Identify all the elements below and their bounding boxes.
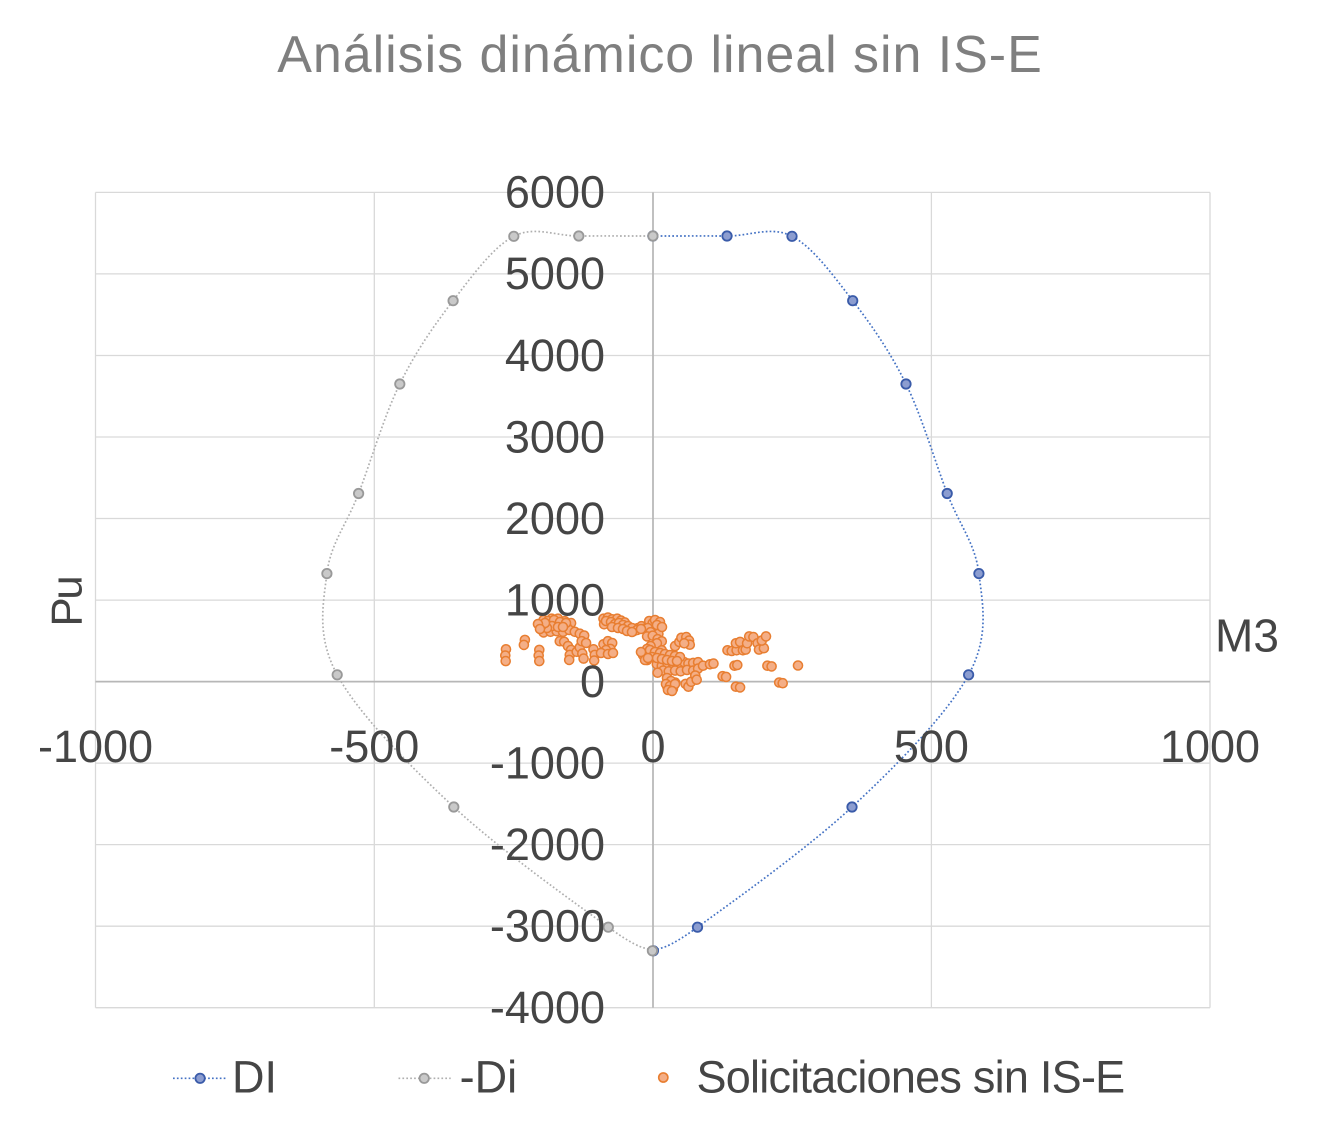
svg-text:1000: 1000	[505, 574, 605, 625]
svg-text:Solicitaciones sin IS-E: Solicitaciones sin IS-E	[697, 1052, 1125, 1103]
svg-text:5000: 5000	[505, 248, 605, 299]
svg-text:0: 0	[640, 721, 665, 772]
svg-text:500: 500	[894, 721, 969, 772]
svg-text:2000: 2000	[505, 493, 605, 544]
svg-text:1000: 1000	[1160, 721, 1260, 772]
svg-text:DI: DI	[232, 1051, 277, 1102]
svg-text:-1000: -1000	[490, 737, 605, 788]
svg-text:-1000: -1000	[38, 721, 153, 772]
svg-text:Análisis dinámico lineal sin I: Análisis dinámico lineal sin IS-E	[277, 26, 1042, 84]
svg-text:6000: 6000	[505, 167, 605, 218]
svg-text:-500: -500	[329, 721, 419, 772]
svg-text:M3: M3	[1215, 609, 1279, 661]
svg-text:4000: 4000	[505, 330, 605, 381]
svg-text:-3000: -3000	[490, 901, 605, 952]
svg-text:0: 0	[580, 656, 605, 707]
svg-text:-2000: -2000	[490, 819, 605, 870]
svg-text:-Di: -Di	[460, 1051, 517, 1102]
svg-text:Pu: Pu	[43, 578, 92, 627]
svg-text:3000: 3000	[505, 411, 605, 462]
svg-text:-4000: -4000	[490, 982, 605, 1033]
